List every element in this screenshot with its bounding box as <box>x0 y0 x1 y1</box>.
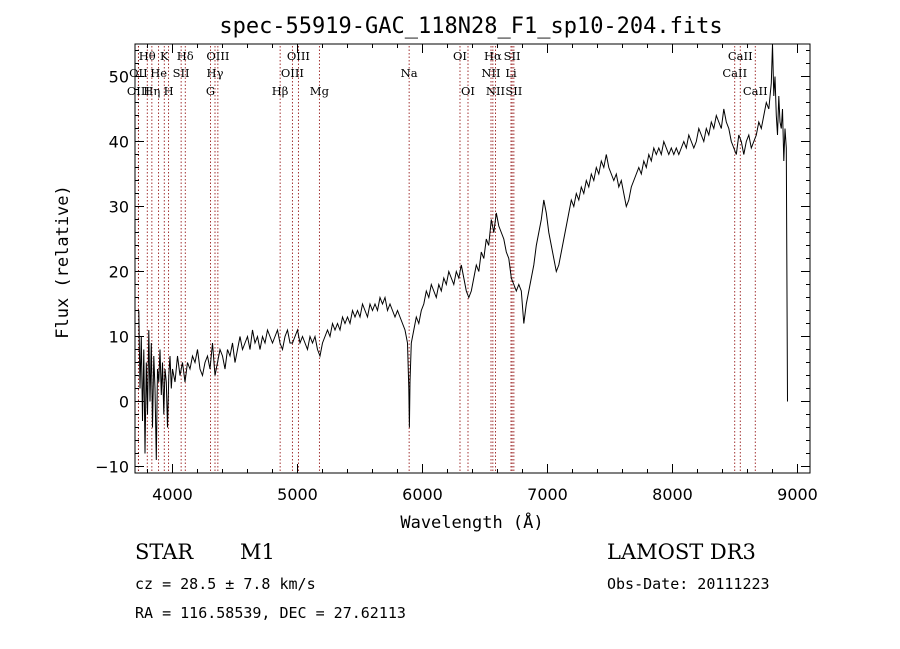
x-tick-label: 4000 <box>152 485 193 504</box>
x-tick-label: 6000 <box>402 485 443 504</box>
spectral-line-label: CaII <box>728 49 753 63</box>
spectral-line-label: Hδ <box>177 49 194 63</box>
spectral-line-label: SII <box>505 84 522 98</box>
spectral-line-label: OI <box>461 84 475 98</box>
plot-frame <box>134 43 811 474</box>
spectral-line-label: OI <box>453 49 467 63</box>
spectral-line-label: Hθ <box>139 49 156 63</box>
spectral-line-label: He <box>150 66 167 80</box>
observation-date: Obs-Date: 20111223 <box>607 575 770 593</box>
y-axis-label: Flux (relative) <box>53 185 73 339</box>
spectral-line-label: SII <box>504 49 521 63</box>
object-class: STAR <box>135 540 194 564</box>
y-tick-label: 30 <box>109 198 129 217</box>
x-tick-label: 8000 <box>652 485 693 504</box>
y-tick-label: 50 <box>109 68 129 87</box>
spectral-line-label: OIII <box>206 49 229 63</box>
spectral-line-label: H <box>164 84 174 98</box>
spectral-line-label: K <box>160 49 169 63</box>
spectral-line-label: Hβ <box>272 84 289 98</box>
y-tick-label: 10 <box>109 328 129 347</box>
spectral-line-label: Li <box>505 66 517 80</box>
x-tick-label: 9000 <box>777 485 818 504</box>
chart-title: spec-55919-GAC_118N28_F1_sp10-204.fits <box>219 14 722 39</box>
y-tick-label: 0 <box>119 393 129 412</box>
ra-dec: RA = 116.58539, DEC = 27.62113 <box>135 604 406 622</box>
x-tick-label: 5000 <box>277 485 318 504</box>
spectral-line-label: Na <box>401 66 418 80</box>
y-tick-label: 40 <box>109 133 129 152</box>
spectral-line-label: NII <box>486 84 505 98</box>
y-tick-label: −10 <box>95 458 129 477</box>
y-tick-label: 20 <box>109 263 129 282</box>
spectral-line-label: NII <box>481 66 500 80</box>
spectral-line-label: G <box>206 84 215 98</box>
spectral-line-label: OIII <box>287 49 310 63</box>
redshift-cz: cz = 28.5 ± 7.8 km/s <box>135 575 316 593</box>
object-subclass: M1 <box>240 540 275 564</box>
spectral-line-label: OIII <box>127 84 150 98</box>
spectral-line-label: Hη <box>143 84 160 98</box>
spectral-line-label: Hγ <box>207 66 224 80</box>
spectral-line-label: CaII <box>743 84 768 98</box>
spectral-line-label: Hα <box>484 49 502 63</box>
flux-series-line <box>138 43 788 461</box>
x-axis-label: Wavelength (Å) <box>400 511 543 533</box>
spectral-line-label: OII <box>129 66 148 80</box>
spectral-line-label: Mg <box>310 84 330 98</box>
x-tick-label: 7000 <box>527 485 568 504</box>
spectral-line-label: CaII <box>722 66 747 80</box>
survey-name: LAMOST DR3 <box>607 540 756 564</box>
spectral-line-label: SII <box>173 66 190 80</box>
spectral-line-label: OIII <box>281 66 304 80</box>
